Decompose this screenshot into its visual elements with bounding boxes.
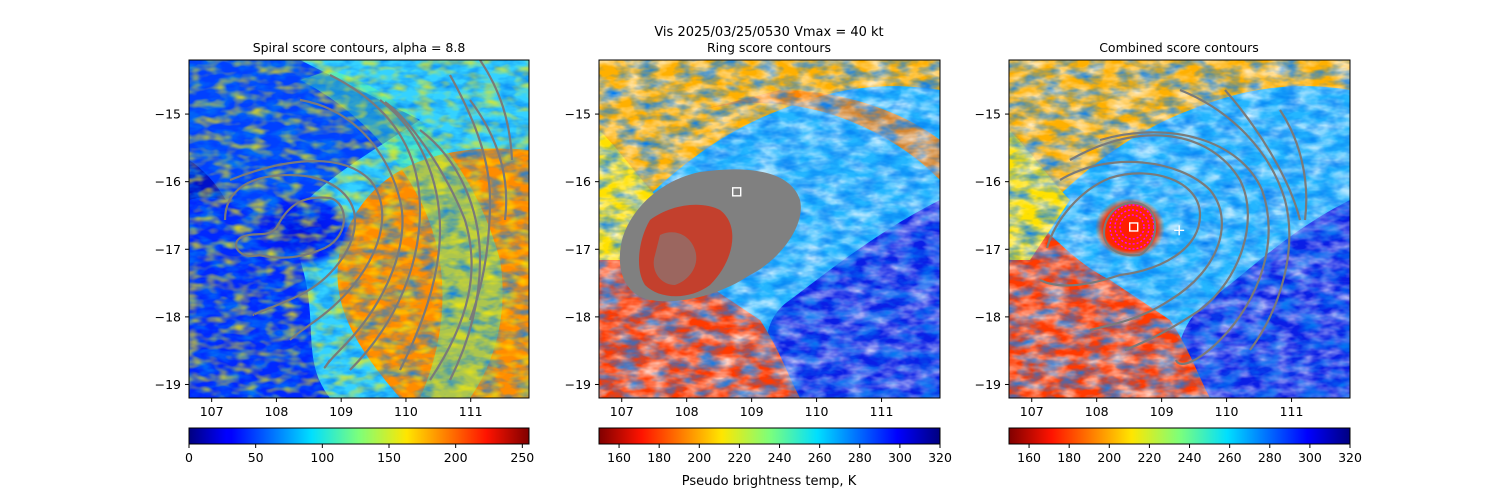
- y-tick-label: −16: [975, 174, 1001, 189]
- colorbar-tick-label: 250: [510, 450, 534, 465]
- colorbar-tick-label: 220: [727, 450, 751, 465]
- colorbar: [598, 427, 941, 445]
- x-tick-label: 109: [740, 404, 764, 419]
- colorbar-tick-label: 0: [185, 450, 193, 465]
- y-tick-label: −16: [155, 174, 181, 189]
- colorbar: [188, 427, 530, 445]
- y-tick-label: −15: [155, 107, 181, 122]
- x-tick-label: 107: [610, 404, 634, 419]
- y-tick-label: −15: [975, 107, 1001, 122]
- x-tick-label: 109: [1150, 404, 1174, 419]
- colorbar-tick-label: 260: [808, 450, 832, 465]
- colorbar-tick-label: 300: [888, 450, 912, 465]
- combined-score-rings: [1109, 204, 1155, 250]
- colorbar-tick-label: 260: [1218, 450, 1242, 465]
- colorbar-tick-label: 200: [444, 450, 468, 465]
- x-tick-label: 108: [1085, 404, 1109, 419]
- x-tick-label: 108: [264, 404, 288, 419]
- center-square-marker: [731, 187, 742, 197]
- colorbar-tick-label: 280: [1258, 450, 1282, 465]
- y-tick-label: −17: [155, 242, 181, 257]
- y-tick-label: −19: [155, 377, 181, 392]
- y-tick-label: −18: [565, 309, 591, 324]
- colorbar-tick-label: 50: [248, 450, 264, 465]
- y-tick-label: −19: [565, 377, 591, 392]
- y-tick-label: −15: [565, 107, 591, 122]
- panel-title: Ring score contours: [707, 40, 831, 55]
- colorbar-tick-label: 180: [1057, 450, 1081, 465]
- x-tick-label: 111: [870, 404, 894, 419]
- x-tick-label: 110: [394, 404, 418, 419]
- heatmap-panel-spiral: [189, 60, 529, 398]
- center-square-marker: [1129, 222, 1139, 232]
- x-tick-label: 109: [329, 404, 353, 419]
- colorbar-tick-label: 320: [928, 450, 952, 465]
- panel-title: Combined score contours: [1099, 40, 1259, 55]
- colorbar-tick-label: 300: [1298, 450, 1322, 465]
- colorbar-tick-label: 280: [848, 450, 872, 465]
- y-tick-label: −18: [155, 309, 181, 324]
- colorbar-tick-label: 200: [1097, 450, 1121, 465]
- y-tick-label: −17: [565, 242, 591, 257]
- y-tick-label: −19: [975, 377, 1001, 392]
- x-tick-label: 108: [675, 404, 699, 419]
- y-tick-label: −18: [975, 309, 1001, 324]
- x-tick-label: 107: [1020, 404, 1044, 419]
- center-plus-marker: [1174, 225, 1185, 236]
- colorbar-tick-label: 320: [1338, 450, 1362, 465]
- colorbar-tick-label: 160: [607, 450, 631, 465]
- colorbar-tick-label: 240: [1178, 450, 1202, 465]
- heatmap-panel-ring: [599, 60, 940, 398]
- x-tick-label: 110: [805, 404, 829, 419]
- x-tick-label: 110: [1215, 404, 1239, 419]
- colorbar-tick-label: 240: [768, 450, 792, 465]
- colorbar-tick-label: 160: [1017, 450, 1041, 465]
- colorbar-tick-label: 180: [647, 450, 671, 465]
- colorbar-label: Pseudo brightness temp, K: [682, 474, 857, 489]
- colorbar-tick-label: 150: [377, 450, 401, 465]
- figure-suptitle: Vis 2025/03/25/0530 Vmax = 40 kt: [654, 25, 883, 40]
- x-tick-label: 111: [1280, 404, 1304, 419]
- y-tick-label: −17: [975, 242, 1001, 257]
- x-tick-label: 107: [200, 404, 224, 419]
- colorbar-tick-label: 100: [310, 450, 334, 465]
- colorbar-tick-label: 220: [1137, 450, 1161, 465]
- panel-title: Spiral score contours, alpha = 8.8: [253, 40, 466, 55]
- x-tick-label: 111: [459, 404, 483, 419]
- colorbar: [1008, 427, 1351, 445]
- y-tick-label: −16: [565, 174, 591, 189]
- colorbar-tick-label: 200: [687, 450, 711, 465]
